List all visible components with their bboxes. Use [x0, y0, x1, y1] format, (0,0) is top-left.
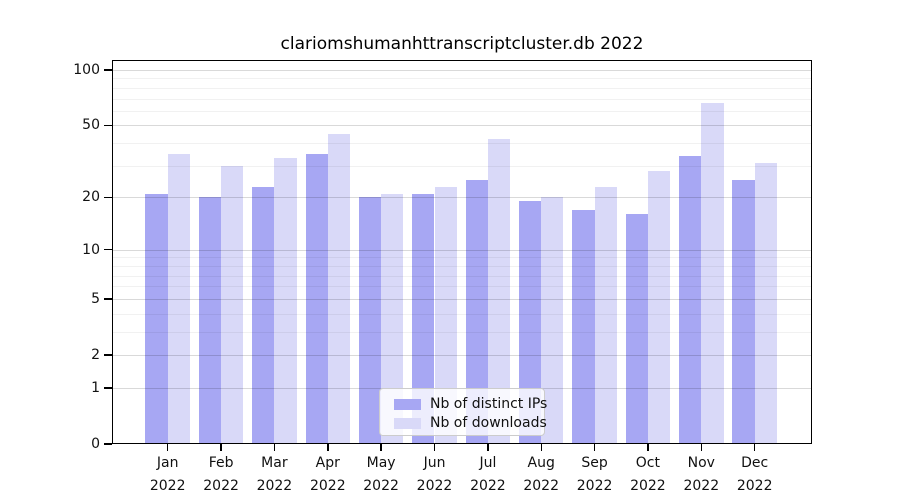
gridline-major — [112, 70, 812, 71]
legend-entry-downloads: Nb of downloads — [394, 415, 547, 432]
y-tick-label: 100 — [73, 62, 100, 78]
y-tick-label: 2 — [91, 347, 100, 363]
bar-distinct-ips-may — [358, 197, 382, 444]
bar-distinct-ips-jul — [465, 180, 488, 444]
legend-label-distinct-ips: Nb of distinct IPs — [430, 396, 548, 412]
gridline-minor — [112, 331, 812, 333]
y-tick-mark — [104, 196, 112, 198]
bar-downloads-apr — [327, 133, 351, 444]
bar-distinct-ips-nov — [679, 155, 702, 444]
bar-distinct-ips-mar — [252, 186, 275, 444]
x-tick-label-nov: Nov 2022 — [683, 455, 720, 494]
x-tick-label-oct: Oct 2022 — [630, 455, 666, 494]
gridline-minor — [112, 313, 812, 315]
legend-swatch-distinct-ips — [394, 399, 421, 410]
gridline-minor — [112, 98, 812, 100]
y-tick-label: 20 — [82, 189, 100, 206]
gridline-major — [112, 125, 812, 127]
legend-entry-distinct-ips: Nb of distinct IPs — [394, 396, 548, 413]
legend-swatch-downloads — [394, 418, 421, 429]
gridline-major — [112, 249, 812, 251]
x-tick-label-aug: Aug 2022 — [523, 455, 559, 494]
chart-title: clariomshumanhttranscriptcluster.db 2022 — [280, 34, 644, 54]
x-tick-label-sep: Sep 2022 — [576, 455, 613, 494]
bar-distinct-ips-jun — [412, 193, 435, 444]
x-tick-label-mar: Mar 2022 — [256, 455, 293, 494]
gridline-major — [112, 355, 812, 356]
x-tick-mark — [540, 444, 542, 451]
gridline-minor — [112, 286, 812, 288]
x-tick-label-apr: Apr 2022 — [309, 455, 346, 494]
y-tick-label: 1 — [91, 379, 100, 396]
bar-downloads-sep — [594, 186, 617, 444]
bar-downloads-aug — [541, 197, 564, 444]
y-tick-label: 0 — [91, 436, 100, 452]
x-tick-label-jul: Jul 2022 — [470, 455, 506, 494]
gridline-minor — [112, 78, 812, 80]
y-tick-label: 50 — [82, 117, 100, 134]
legend-label-downloads: Nb of downloads — [430, 415, 547, 431]
bar-distinct-ips-dec — [732, 180, 755, 444]
x-tick-label-feb: Feb 2022 — [203, 455, 239, 494]
gridline-major — [112, 298, 812, 300]
x-tick-mark — [753, 444, 756, 451]
bar-downloads-nov — [701, 103, 724, 444]
x-tick-mark — [700, 444, 702, 451]
y-tick-mark — [104, 354, 112, 356]
y-tick-mark — [104, 387, 112, 389]
x-tick-mark — [327, 444, 329, 451]
bar-distinct-ips-aug — [518, 201, 542, 444]
x-tick-label-dec: Dec 2022 — [736, 455, 773, 494]
x-tick-mark — [273, 444, 276, 451]
y-tick-mark — [104, 124, 112, 127]
y-tick-mark — [104, 298, 112, 300]
x-tick-mark — [220, 444, 222, 451]
gridline-minor — [112, 143, 812, 145]
x-tick-label-may: May 2022 — [363, 455, 399, 494]
bar-distinct-ips-oct — [625, 214, 648, 444]
plot-area — [112, 60, 812, 444]
bar-distinct-ips-feb — [198, 197, 222, 444]
bar-downloads-oct — [647, 171, 671, 444]
x-tick-mark — [593, 444, 596, 451]
gridline-minor — [112, 265, 812, 267]
gridline-minor — [112, 257, 812, 259]
gridline-minor — [112, 165, 812, 167]
y-tick-mark — [104, 69, 112, 71]
bar-downloads-jul — [487, 139, 511, 444]
bar-downloads-jan — [167, 153, 190, 444]
gridline-minor — [112, 87, 812, 89]
x-tick-label-jun: Jun 2022 — [416, 455, 453, 494]
bar-downloads-jun — [434, 186, 457, 444]
bar-distinct-ips-jan — [145, 193, 168, 444]
x-tick-label-jan: Jan 2022 — [149, 455, 186, 494]
y-tick-mark — [104, 443, 112, 445]
x-tick-mark — [487, 444, 489, 451]
bar-downloads-may — [381, 193, 404, 444]
legend: Nb of distinct IPs Nb of downloads — [379, 388, 548, 436]
gridline-minor — [112, 110, 812, 112]
bar-downloads-mar — [274, 158, 297, 444]
y-tick-label: 10 — [82, 241, 100, 258]
bar-distinct-ips-sep — [572, 209, 595, 444]
bar-downloads-feb — [221, 165, 244, 444]
gridline-minor — [112, 275, 812, 277]
y-tick-label: 5 — [91, 290, 100, 307]
bar-distinct-ips-apr — [305, 153, 328, 444]
gridline-major — [112, 197, 812, 199]
x-tick-mark — [647, 444, 649, 451]
y-tick-mark — [104, 248, 112, 251]
bar-downloads-dec — [754, 163, 777, 444]
x-tick-mark — [380, 444, 382, 451]
x-tick-mark — [433, 444, 436, 451]
x-tick-mark — [166, 444, 169, 451]
